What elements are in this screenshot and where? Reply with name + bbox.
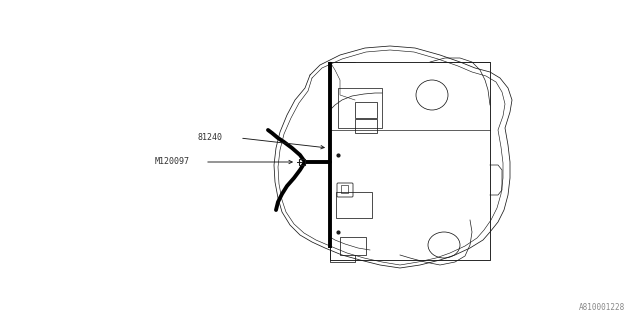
Text: A810001228: A810001228: [579, 303, 625, 312]
Bar: [341, 185, 348, 193]
Bar: [340, 237, 366, 255]
Text: 81240: 81240: [198, 133, 223, 142]
Bar: [355, 102, 377, 118]
Bar: [355, 119, 377, 133]
Bar: [338, 88, 382, 128]
Bar: [336, 192, 372, 218]
Text: M120097: M120097: [155, 157, 190, 166]
